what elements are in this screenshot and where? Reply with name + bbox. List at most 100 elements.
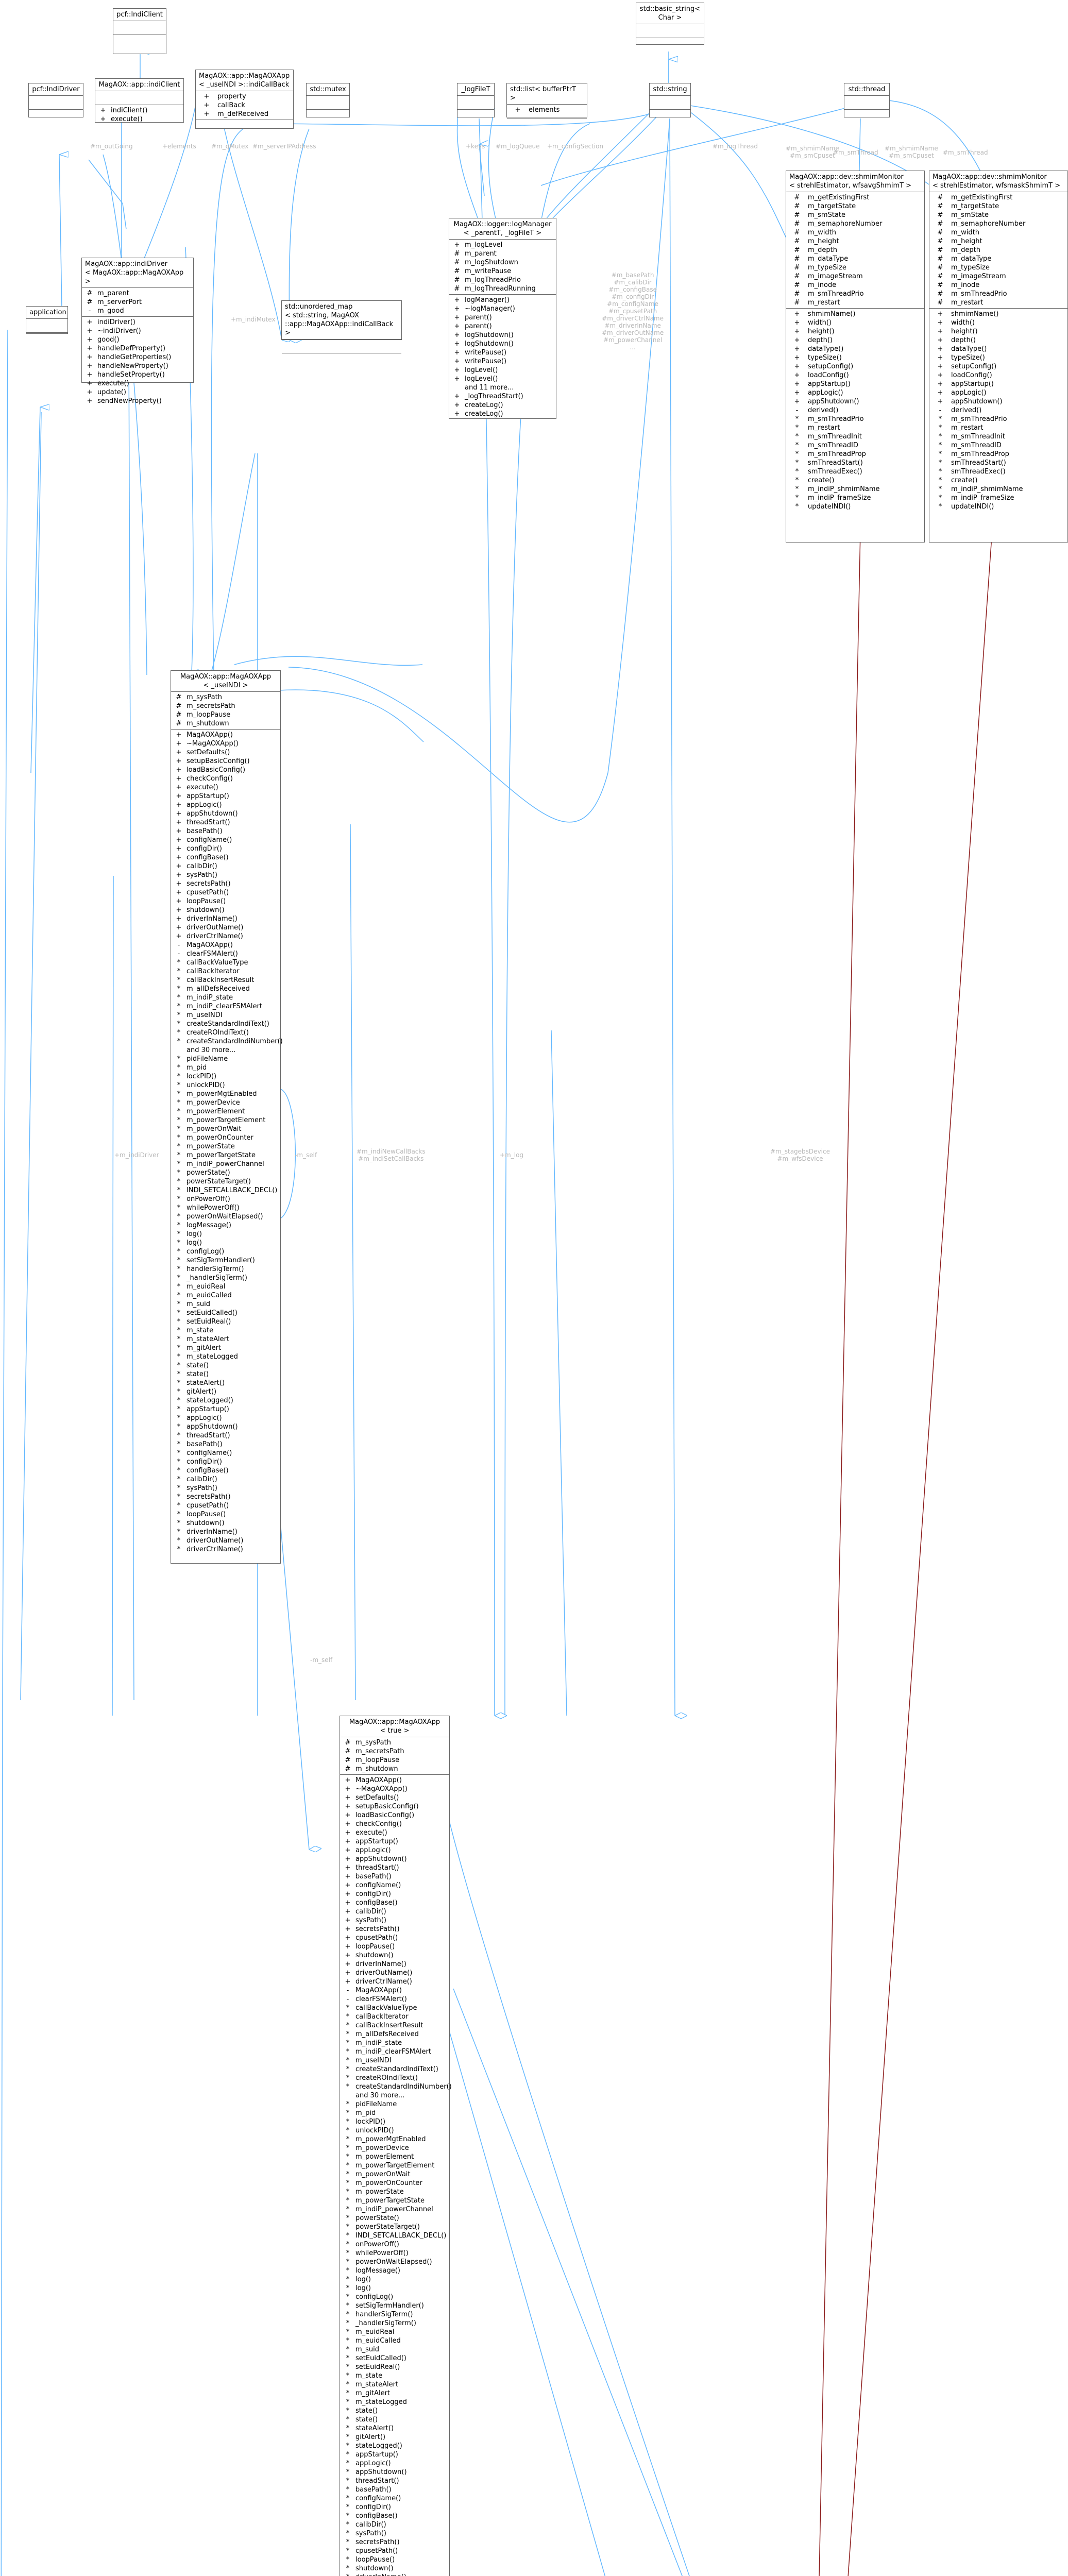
method-row[interactable]: + sysPath() xyxy=(340,1916,449,1925)
method-row[interactable]: + threadStart() xyxy=(171,818,280,827)
method-row[interactable]: + height() xyxy=(929,327,1067,336)
method-row[interactable]: * handlerSigTerm() xyxy=(171,1265,280,1274)
method-row[interactable]: * powerOnWaitElapsed() xyxy=(171,1212,280,1221)
method-row[interactable]: * state() xyxy=(171,1370,280,1379)
method-row[interactable]: * m_euidReal xyxy=(340,2328,449,2336)
attribute-row[interactable]: # m_restart xyxy=(929,298,1067,307)
attribute-row[interactable]: # m_smState xyxy=(786,211,924,219)
method-row[interactable]: * configLog() xyxy=(340,2293,449,2301)
class-pcf-indiclient[interactable]: pcf::IndiClient xyxy=(113,8,166,54)
class-magaoxapp-template[interactable]: MagAOX::app::MagAOXApp < _useINDI > # m_sy… xyxy=(171,670,283,1564)
method-row[interactable]: * m_useINDI xyxy=(340,2056,449,2065)
attribute-row[interactable]: # m_sysPath xyxy=(340,1738,449,1747)
attribute-row[interactable]: # m_shutdown xyxy=(171,719,280,728)
method-row[interactable]: + loadConfig() xyxy=(929,371,1067,380)
method-row[interactable]: + good() xyxy=(82,335,193,344)
method-row[interactable]: * smThreadStart() xyxy=(929,459,1067,467)
method-row[interactable]: * sysPath() xyxy=(171,1484,280,1493)
attribute-row[interactable]: # m_smThreadPrio xyxy=(786,290,924,298)
attribute-row[interactable]: # m_imageStream xyxy=(786,272,924,281)
attribute-row[interactable]: # m_parent xyxy=(82,289,193,298)
method-row[interactable]: + configDir() xyxy=(171,844,280,853)
method-row[interactable]: * m_restart xyxy=(786,423,924,432)
method-row[interactable]: + shutdown() xyxy=(340,1951,449,1960)
method-row[interactable]: * m_stateLogged xyxy=(340,2398,449,2406)
method-row[interactable]: * lockPID() xyxy=(340,2117,449,2126)
method-row[interactable]: * m_powerElement xyxy=(340,2153,449,2161)
method-row[interactable]: * appStartup() xyxy=(340,2450,449,2459)
method-row[interactable]: - MagAOXApp() xyxy=(171,941,280,950)
method-row[interactable]: + logLevel() xyxy=(449,366,556,375)
method-row[interactable]: * m_suid xyxy=(171,1300,280,1309)
class-unordered-map[interactable]: std::unordered_map < std::string, MagAOX… xyxy=(281,300,402,353)
method-row[interactable]: * onPowerOff() xyxy=(340,2240,449,2249)
method-row[interactable]: + ~logManager() xyxy=(449,304,556,313)
method-row[interactable]: and 30 more... xyxy=(171,1046,280,1055)
method-row[interactable]: - derived() xyxy=(786,406,924,415)
method-row[interactable]: + execute() xyxy=(95,115,183,124)
method-row[interactable]: * stateAlert() xyxy=(171,1379,280,1387)
class-shmim-avg[interactable]: MagAOX::app::dev::shmimMonitor < strehlE… xyxy=(786,171,925,543)
class-logfilet[interactable]: _logFileT xyxy=(457,83,495,117)
method-row[interactable]: + appStartup() xyxy=(171,792,280,801)
method-row[interactable]: * m_pid xyxy=(171,1063,280,1072)
method-row[interactable]: + handleGetProperties() xyxy=(82,353,193,362)
attribute-row[interactable]: # m_depth xyxy=(786,246,924,255)
method-row[interactable]: * basePath() xyxy=(171,1440,280,1449)
method-row[interactable]: * state() xyxy=(340,2406,449,2415)
method-row[interactable]: + setupConfig() xyxy=(786,362,924,371)
method-row[interactable]: + basePath() xyxy=(340,1872,449,1881)
method-row[interactable]: * appLogic() xyxy=(171,1414,280,1422)
method-row[interactable]: * configDir() xyxy=(171,1458,280,1466)
method-row[interactable]: * setEuidCalled() xyxy=(340,2354,449,2363)
method-row[interactable]: * m_indiP_state xyxy=(340,2039,449,2047)
method-row[interactable]: * m_indiP_powerChannel xyxy=(340,2205,449,2214)
class-indicallback[interactable]: MagAOX::app::MagAOXApp < _useINDI >::ind… xyxy=(195,70,294,129)
method-row[interactable]: * m_powerTargetState xyxy=(171,1151,280,1160)
method-row[interactable]: + cpusetPath() xyxy=(340,1934,449,1942)
method-row[interactable]: + appStartup() xyxy=(929,380,1067,388)
method-row[interactable]: * m_indiP_frameSize xyxy=(786,494,924,502)
method-row[interactable]: * m_euidReal xyxy=(171,1282,280,1291)
method-row[interactable]: and 30 more... xyxy=(340,2091,449,2100)
method-row[interactable]: - MagAOXApp() xyxy=(340,1986,449,1995)
method-row[interactable]: *driverInName() xyxy=(340,2573,449,2576)
method-row[interactable]: * m_state xyxy=(340,2371,449,2380)
method-row[interactable]: + execute() xyxy=(340,1828,449,1837)
method-row[interactable]: + _logThreadStart() xyxy=(449,392,556,401)
method-row[interactable]: + handleNewProperty() xyxy=(82,362,193,370)
method-row[interactable]: + configName() xyxy=(171,836,280,844)
method-row[interactable]: + logShutdown() xyxy=(449,331,556,340)
attribute-row[interactable]: # m_dataType xyxy=(929,255,1067,263)
method-row[interactable]: + appLogic() xyxy=(786,388,924,397)
method-row[interactable]: * updateINDI() xyxy=(929,502,1067,511)
method-row[interactable]: * smThreadExec() xyxy=(786,467,924,476)
method-row[interactable]: * smThreadExec() xyxy=(929,467,1067,476)
method-row[interactable]: * m_powerState xyxy=(171,1142,280,1151)
class-std-mutex[interactable]: std::mutex xyxy=(306,83,350,117)
method-row[interactable]: * whilePowerOff() xyxy=(171,1204,280,1212)
class-std-list[interactable]: std::list< bufferPtrT > + elements xyxy=(506,83,587,118)
method-row[interactable]: + driverOutName() xyxy=(340,1969,449,1977)
method-row[interactable]: + secretsPath() xyxy=(171,879,280,888)
method-row[interactable]: * m_powerTargetState xyxy=(340,2196,449,2205)
method-row[interactable]: * onPowerOff() xyxy=(171,1195,280,1204)
attribute-row[interactable]: + callBack xyxy=(196,101,293,110)
attribute-row[interactable]: # m_typeSize xyxy=(929,263,1067,272)
method-row[interactable]: + configBase() xyxy=(171,853,280,862)
attribute-row[interactable]: # m_sysPath xyxy=(171,693,280,702)
method-row[interactable]: + appStartup() xyxy=(340,1837,449,1846)
method-row[interactable]: * m_suid xyxy=(340,2345,449,2354)
method-row[interactable]: * createROIndiText() xyxy=(340,2074,449,2082)
method-row[interactable]: * cpusetPath() xyxy=(171,1501,280,1510)
attribute-row[interactable]: # m_imageStream xyxy=(929,272,1067,281)
class-magaox-indiclient[interactable]: MagAOX::app::indiClient + indiClient() + exe… xyxy=(95,78,184,123)
method-row[interactable]: * m_powerTargetElement xyxy=(340,2161,449,2170)
method-row[interactable]: * m_powerOnWait xyxy=(171,1125,280,1133)
class-application[interactable]: application xyxy=(26,306,68,334)
method-row[interactable]: * m_indiP_shmimName xyxy=(786,485,924,494)
attribute-row[interactable]: # m_secretsPath xyxy=(340,1747,449,1756)
method-row[interactable]: + setupConfig() xyxy=(929,362,1067,371)
attribute-row[interactable]: + m_logLevel xyxy=(449,241,556,249)
method-row[interactable]: * m_smThreadInit xyxy=(786,432,924,441)
